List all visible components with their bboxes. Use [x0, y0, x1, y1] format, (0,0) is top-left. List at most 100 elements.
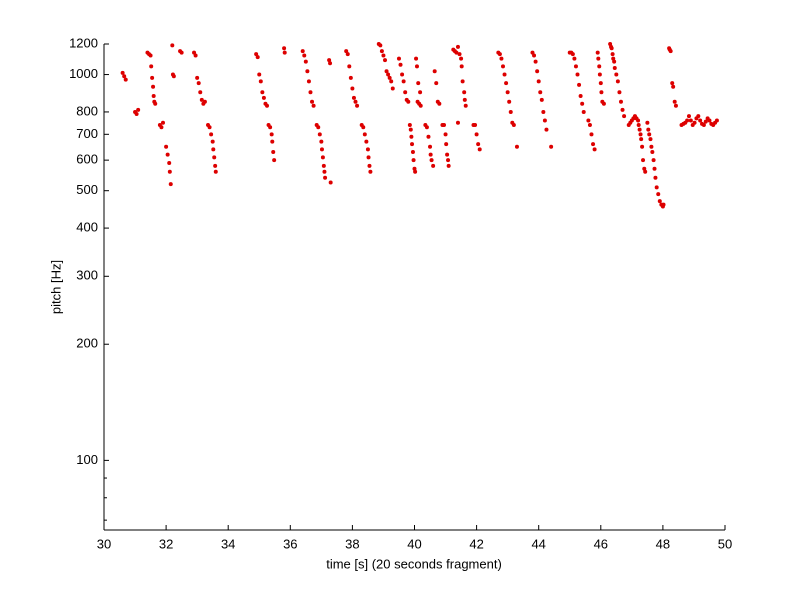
point	[271, 149, 276, 154]
point	[120, 70, 125, 75]
x-tick-label: 44	[531, 536, 545, 551]
point	[345, 52, 350, 57]
y-tick-label: 400	[76, 220, 98, 235]
point	[595, 50, 600, 55]
point	[639, 137, 644, 142]
point	[437, 101, 442, 106]
point	[698, 118, 703, 123]
point	[396, 56, 401, 61]
point	[701, 123, 706, 128]
point	[408, 127, 413, 132]
point	[533, 59, 538, 64]
point	[502, 72, 507, 77]
y-tick-label: 1200	[69, 35, 98, 50]
point	[615, 79, 620, 84]
point	[428, 144, 433, 149]
point	[611, 56, 616, 61]
y-tick-label: 800	[76, 103, 98, 118]
point	[657, 199, 662, 204]
point	[136, 107, 141, 112]
point	[620, 107, 625, 112]
point	[549, 144, 554, 149]
point	[368, 169, 373, 174]
point	[445, 152, 450, 157]
point	[328, 180, 333, 185]
point	[581, 109, 586, 114]
point	[460, 79, 465, 84]
point	[457, 52, 462, 57]
y-tick-label: 200	[76, 336, 98, 351]
point	[254, 52, 259, 57]
point	[411, 158, 416, 163]
point	[649, 144, 654, 149]
point	[149, 64, 154, 69]
point	[587, 123, 592, 128]
point	[572, 56, 577, 61]
point	[167, 160, 172, 165]
point	[414, 56, 419, 61]
point	[350, 86, 355, 91]
point	[165, 152, 170, 157]
point	[598, 81, 603, 86]
point	[122, 74, 127, 79]
point	[652, 166, 657, 171]
x-tick-label: 50	[718, 536, 732, 551]
point	[473, 123, 478, 128]
point	[195, 75, 200, 80]
point	[650, 149, 655, 154]
point	[575, 72, 580, 77]
point	[164, 144, 169, 149]
point	[643, 169, 648, 174]
point	[386, 72, 391, 77]
point	[416, 81, 421, 86]
point	[192, 50, 197, 55]
point	[673, 103, 678, 108]
point	[320, 155, 325, 160]
point	[609, 46, 614, 51]
point	[383, 58, 388, 63]
x-tick-label: 30	[97, 536, 111, 551]
point	[211, 147, 216, 152]
y-tick-label: 100	[76, 452, 98, 467]
point	[617, 90, 622, 95]
point	[347, 64, 352, 69]
point	[454, 50, 459, 55]
x-axis-label: time [s] (20 seconds fragment)	[326, 556, 502, 571]
point	[532, 53, 537, 58]
point	[514, 144, 519, 149]
point	[199, 97, 204, 102]
x-tick-label: 34	[221, 536, 235, 551]
point	[538, 90, 543, 95]
point	[300, 49, 305, 54]
point	[441, 123, 446, 128]
point	[213, 163, 218, 168]
point	[654, 185, 659, 190]
point	[637, 127, 642, 132]
point	[151, 93, 156, 98]
point	[508, 109, 513, 114]
point	[580, 101, 585, 106]
point	[160, 120, 165, 125]
point	[599, 90, 604, 95]
point	[198, 90, 203, 95]
point	[272, 158, 277, 163]
x-tick-label: 48	[656, 536, 670, 551]
point	[213, 169, 218, 174]
point	[367, 163, 372, 168]
point	[260, 90, 265, 95]
point	[462, 90, 467, 95]
x-tick-label: 36	[283, 536, 297, 551]
point	[257, 72, 262, 77]
point	[406, 99, 411, 104]
point	[202, 99, 207, 104]
point	[432, 69, 437, 74]
point	[462, 97, 467, 102]
point	[390, 86, 395, 91]
point	[310, 99, 315, 104]
point	[573, 64, 578, 69]
point	[328, 61, 333, 66]
point	[685, 118, 690, 123]
point	[539, 97, 544, 102]
point	[647, 132, 652, 137]
point	[316, 125, 321, 130]
